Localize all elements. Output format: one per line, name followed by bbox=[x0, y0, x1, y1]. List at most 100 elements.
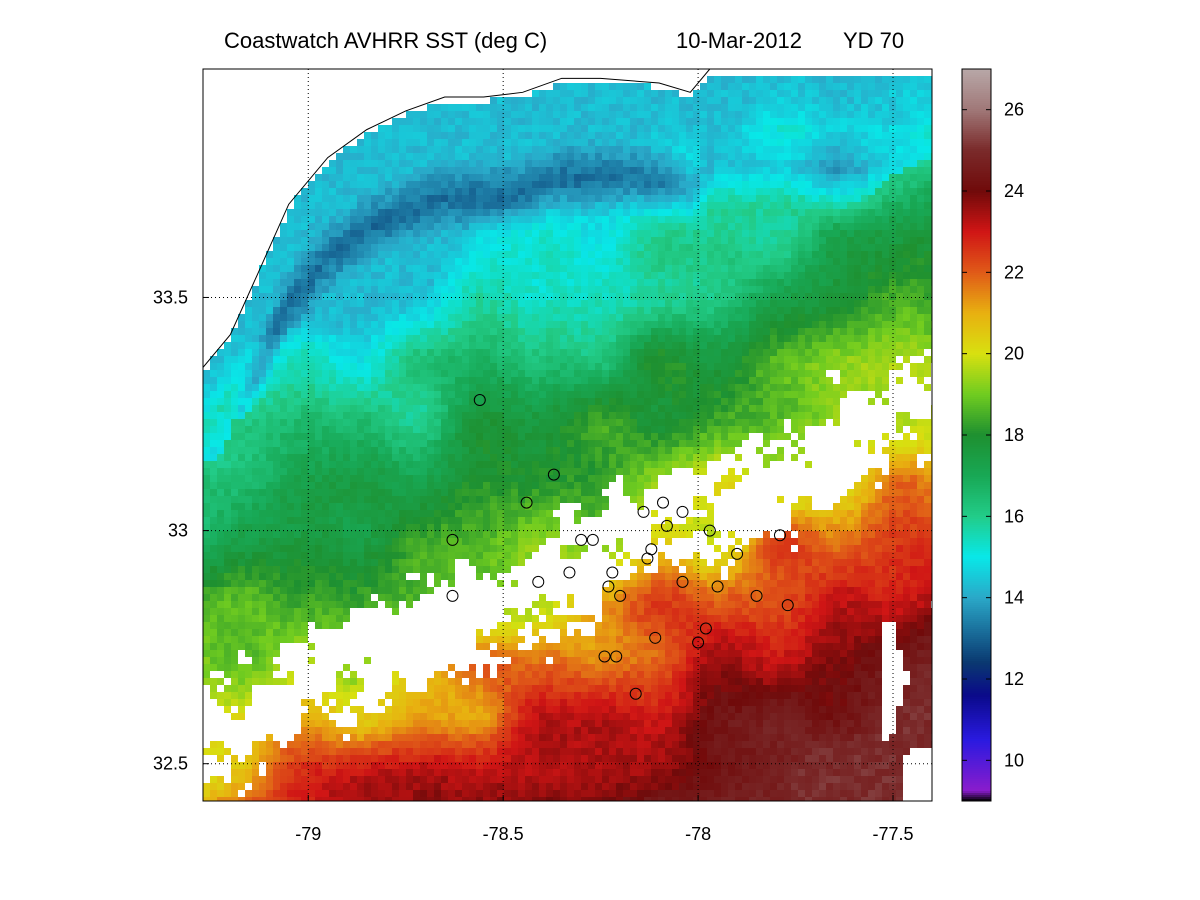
sst-cell bbox=[875, 384, 882, 391]
sst-cell bbox=[567, 223, 574, 230]
sst-cell bbox=[217, 377, 224, 384]
sst-cell bbox=[588, 97, 595, 104]
sst-cell bbox=[686, 300, 693, 307]
sst-cell bbox=[819, 167, 826, 174]
sst-cell bbox=[784, 293, 791, 300]
sst-cell bbox=[826, 132, 833, 139]
sst-cell bbox=[329, 293, 336, 300]
sst-cell bbox=[665, 293, 672, 300]
sst-cell bbox=[434, 188, 441, 195]
sst-cell bbox=[560, 426, 567, 433]
sst-cell bbox=[581, 258, 588, 265]
sst-cell bbox=[833, 363, 840, 370]
sst-cell bbox=[245, 391, 252, 398]
sst-cell bbox=[854, 272, 861, 279]
sst-cell bbox=[350, 314, 357, 321]
sst-cell bbox=[861, 356, 868, 363]
sst-cell bbox=[378, 230, 385, 237]
sst-cell bbox=[805, 314, 812, 321]
sst-cell bbox=[700, 132, 707, 139]
sst-cell bbox=[742, 433, 749, 440]
sst-cell bbox=[315, 314, 322, 321]
sst-cell bbox=[735, 342, 742, 349]
sst-cell bbox=[658, 251, 665, 258]
sst-cell bbox=[833, 146, 840, 153]
sst-cell bbox=[238, 433, 245, 440]
sst-cell bbox=[644, 209, 651, 216]
sst-cell bbox=[399, 419, 406, 426]
sst-cell bbox=[756, 321, 763, 328]
sst-cell bbox=[532, 363, 539, 370]
sst-cell bbox=[385, 391, 392, 398]
sst-cell bbox=[805, 398, 812, 405]
sst-cell bbox=[462, 398, 469, 405]
sst-cell bbox=[763, 237, 770, 244]
sst-cell bbox=[420, 209, 427, 216]
sst-cell bbox=[413, 426, 420, 433]
sst-cell bbox=[518, 202, 525, 209]
sst-cell bbox=[896, 209, 903, 216]
sst-cell bbox=[651, 391, 658, 398]
sst-cell bbox=[812, 181, 819, 188]
sst-cell bbox=[735, 426, 742, 433]
sst-cell bbox=[791, 419, 798, 426]
sst-cell bbox=[637, 139, 644, 146]
sst-cell bbox=[847, 335, 854, 342]
sst-cell bbox=[882, 90, 889, 97]
sst-cell bbox=[329, 223, 336, 230]
sst-cell bbox=[308, 412, 315, 419]
sst-cell bbox=[798, 419, 805, 426]
sst-cell bbox=[497, 244, 504, 251]
sst-cell bbox=[301, 391, 308, 398]
sst-cell bbox=[651, 370, 658, 377]
sst-cell bbox=[420, 447, 427, 454]
sst-cell bbox=[385, 412, 392, 419]
sst-cell bbox=[252, 342, 259, 349]
sst-cell bbox=[525, 104, 532, 111]
sst-cell bbox=[462, 216, 469, 223]
sst-cell bbox=[483, 454, 490, 461]
sst-cell bbox=[658, 286, 665, 293]
sst-cell bbox=[665, 188, 672, 195]
sst-cell bbox=[609, 104, 616, 111]
sst-cell bbox=[336, 447, 343, 454]
sst-cell bbox=[280, 258, 287, 265]
sst-cell bbox=[476, 412, 483, 419]
sst-cell bbox=[686, 342, 693, 349]
sst-cell bbox=[784, 328, 791, 335]
sst-cell bbox=[665, 132, 672, 139]
sst-cell bbox=[455, 300, 462, 307]
sst-cell bbox=[742, 391, 749, 398]
sst-cell bbox=[728, 97, 735, 104]
sst-cell bbox=[532, 405, 539, 412]
sst-cell bbox=[777, 195, 784, 202]
sst-cell bbox=[588, 90, 595, 97]
sst-cell bbox=[833, 160, 840, 167]
sst-cell bbox=[609, 314, 616, 321]
sst-cell bbox=[406, 209, 413, 216]
sst-cell bbox=[273, 447, 280, 454]
sst-cell bbox=[665, 139, 672, 146]
sst-cell bbox=[665, 251, 672, 258]
sst-cell bbox=[476, 160, 483, 167]
sst-cell bbox=[602, 328, 609, 335]
sst-cell bbox=[777, 433, 784, 440]
sst-cell bbox=[532, 293, 539, 300]
sst-cell bbox=[777, 447, 784, 454]
sst-cell bbox=[581, 188, 588, 195]
sst-cell bbox=[637, 370, 644, 377]
sst-cell bbox=[581, 391, 588, 398]
sst-cell bbox=[280, 370, 287, 377]
sst-cell bbox=[805, 160, 812, 167]
sst-cell bbox=[770, 321, 777, 328]
sst-cell bbox=[490, 125, 497, 132]
sst-cell bbox=[490, 174, 497, 181]
sst-cell bbox=[749, 97, 756, 104]
sst-cell bbox=[357, 286, 364, 293]
sst-cell bbox=[315, 286, 322, 293]
sst-cell bbox=[357, 139, 364, 146]
sst-cell bbox=[546, 258, 553, 265]
sst-cell bbox=[707, 370, 714, 377]
sst-cell bbox=[413, 258, 420, 265]
sst-cell bbox=[539, 405, 546, 412]
